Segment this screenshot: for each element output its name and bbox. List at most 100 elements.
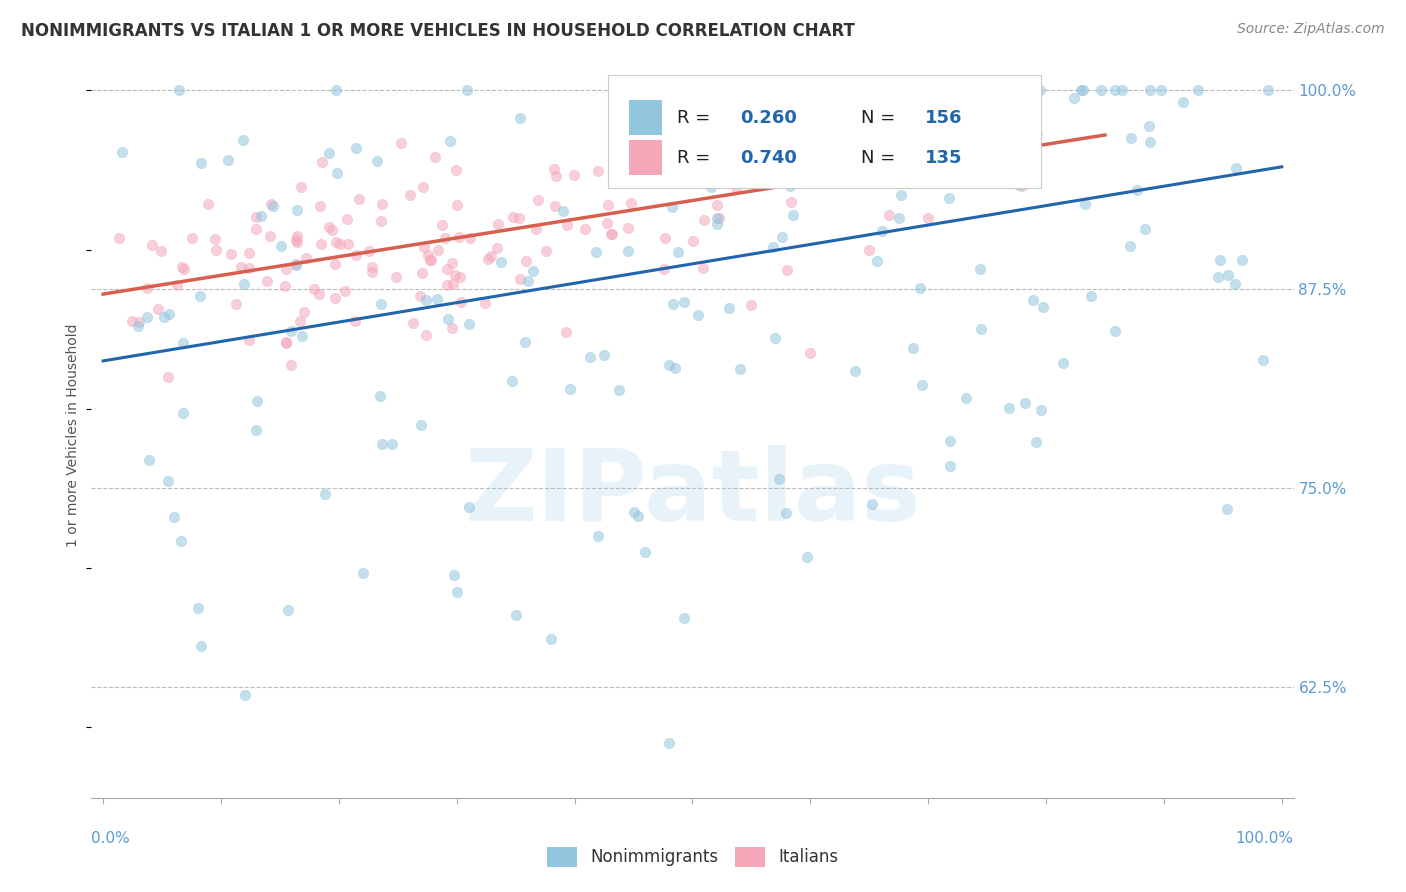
Point <box>517 274 540 288</box>
Point <box>827 123 849 137</box>
Point <box>148 302 170 317</box>
Point <box>402 316 425 330</box>
Point <box>456 83 478 97</box>
Point <box>1011 178 1033 193</box>
Point <box>1032 300 1054 314</box>
Point <box>673 611 696 625</box>
Point <box>446 198 468 212</box>
Point <box>1171 95 1194 109</box>
Point <box>440 321 463 335</box>
Bar <box>628 100 662 135</box>
Point <box>477 252 499 267</box>
Point <box>1014 396 1036 410</box>
Point <box>1133 222 1156 236</box>
Point <box>141 237 163 252</box>
Point <box>917 211 939 225</box>
Point <box>662 297 685 311</box>
Point <box>285 258 308 272</box>
Point <box>225 296 247 310</box>
Point <box>412 240 434 254</box>
Point <box>366 153 388 168</box>
Y-axis label: 1 or more Vehicles in Household: 1 or more Vehicles in Household <box>66 323 80 547</box>
Point <box>479 249 502 263</box>
Point <box>616 244 638 259</box>
Point <box>1008 178 1031 192</box>
Point <box>770 230 793 244</box>
Point <box>368 389 391 403</box>
Point <box>443 568 465 582</box>
Point <box>1139 120 1161 134</box>
Point <box>780 195 803 210</box>
Point <box>890 188 912 202</box>
Point <box>458 317 481 331</box>
Point <box>754 83 776 97</box>
Point <box>352 566 374 581</box>
Point <box>238 260 260 275</box>
Point <box>607 383 630 397</box>
Point <box>287 229 309 244</box>
Point <box>941 163 963 178</box>
Point <box>596 216 619 230</box>
Point <box>970 322 993 336</box>
Point <box>509 111 531 125</box>
Point <box>411 266 433 280</box>
Point <box>270 239 292 253</box>
Point <box>430 218 453 232</box>
Point <box>245 210 267 224</box>
Point <box>627 509 650 524</box>
Text: Source: ZipAtlas.com: Source: ZipAtlas.com <box>1237 22 1385 37</box>
Point <box>232 133 254 147</box>
Point <box>706 217 728 231</box>
Point <box>238 334 260 348</box>
Text: NONIMMIGRANTS VS ITALIAN 1 OR MORE VEHICLES IN HOUSEHOLD CORRELATION CHART: NONIMMIGRANTS VS ITALIAN 1 OR MORE VEHIC… <box>21 22 855 40</box>
FancyBboxPatch shape <box>609 75 1040 187</box>
Point <box>740 298 762 312</box>
Point <box>323 257 346 271</box>
Text: 0.0%: 0.0% <box>91 831 131 846</box>
Point <box>1074 196 1097 211</box>
Point <box>329 236 352 251</box>
Text: 100.0%: 100.0% <box>1236 831 1294 846</box>
Point <box>501 374 523 388</box>
Point <box>858 110 880 124</box>
Point <box>654 262 676 277</box>
Text: N =: N = <box>860 149 901 167</box>
Point <box>311 237 333 252</box>
Point <box>586 164 609 178</box>
Point <box>420 252 443 267</box>
Point <box>190 155 212 169</box>
Point <box>976 83 998 97</box>
Point <box>699 83 721 97</box>
Point <box>796 550 818 565</box>
Point <box>524 222 547 236</box>
Point <box>436 311 458 326</box>
Point <box>318 146 340 161</box>
Point <box>869 83 891 97</box>
Point <box>724 180 747 194</box>
Point <box>544 199 567 213</box>
Point <box>262 199 284 213</box>
Point <box>238 246 260 260</box>
Point <box>250 209 273 223</box>
Point <box>1028 83 1050 97</box>
Point <box>515 254 537 268</box>
Point <box>486 217 509 231</box>
Point <box>763 331 786 345</box>
Point <box>135 310 157 325</box>
Point <box>889 211 911 225</box>
Point <box>938 459 960 474</box>
Point <box>335 284 357 298</box>
Point <box>558 382 581 396</box>
Point <box>441 277 464 291</box>
Point <box>775 506 797 520</box>
Point <box>1080 288 1102 302</box>
Point <box>586 529 609 543</box>
Point <box>169 534 191 549</box>
Point <box>121 314 143 328</box>
Point <box>314 487 336 501</box>
Point <box>157 474 180 488</box>
Point <box>280 324 302 338</box>
Point <box>1150 83 1173 97</box>
Point <box>623 505 645 519</box>
Point <box>474 295 496 310</box>
